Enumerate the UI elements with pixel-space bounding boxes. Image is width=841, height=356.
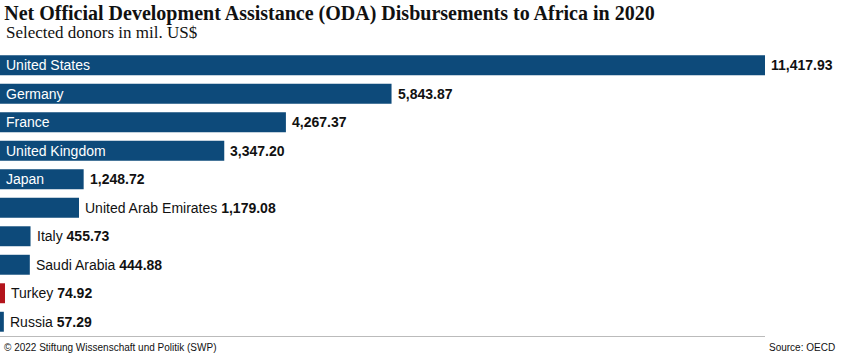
svg-text:Russia 57.29: Russia 57.29 xyxy=(10,314,92,330)
svg-text:1,248.72: 1,248.72 xyxy=(90,171,145,187)
svg-text:United Kingdom: United Kingdom xyxy=(6,143,106,159)
svg-text:United Arab Emirates 1,179.08: United Arab Emirates 1,179.08 xyxy=(85,200,276,216)
svg-text:Germany: Germany xyxy=(6,86,64,102)
svg-text:3,347.20: 3,347.20 xyxy=(230,143,285,159)
svg-text:Italy 455.73: Italy 455.73 xyxy=(37,228,110,244)
svg-text:Source: OECD: Source: OECD xyxy=(769,342,835,353)
svg-text:France: France xyxy=(6,114,50,130)
svg-text:Turkey 74.92: Turkey 74.92 xyxy=(11,285,92,301)
svg-text:Japan: Japan xyxy=(6,171,44,187)
svg-text:11,417.93: 11,417.93 xyxy=(771,57,833,73)
svg-text:© 2022 Stiftung Wissenschaft u: © 2022 Stiftung Wissenschaft und Politik… xyxy=(4,342,216,353)
svg-text:Net Official Development Assis: Net Official Development Assistance (ODA… xyxy=(4,2,654,25)
svg-text:United States: United States xyxy=(6,57,90,73)
svg-text:5,843.87: 5,843.87 xyxy=(398,86,453,102)
svg-text:Selected donors in mil. US$: Selected donors in mil. US$ xyxy=(6,23,197,42)
svg-text:Saudi Arabia 444.88: Saudi Arabia 444.88 xyxy=(36,257,162,273)
svg-text:4,267.37: 4,267.37 xyxy=(292,114,347,130)
